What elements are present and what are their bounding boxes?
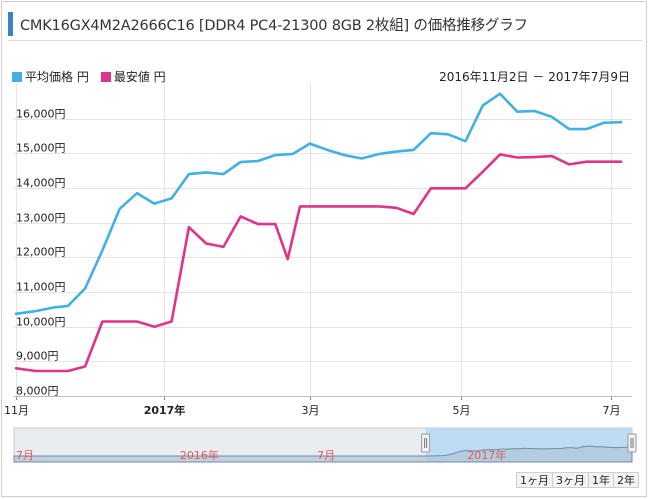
title-divider bbox=[8, 40, 642, 41]
y-tick-label: 8,000円 bbox=[16, 385, 59, 398]
range-button-1m[interactable]: 1ヶ月 bbox=[516, 472, 553, 488]
navigator-label: 7月 bbox=[317, 449, 335, 462]
handle-body bbox=[421, 433, 431, 453]
legend-swatch-average bbox=[12, 71, 22, 82]
handle-body bbox=[627, 433, 637, 453]
navigator-handle-left[interactable] bbox=[421, 433, 431, 453]
date-range: 2016年11月2日 － 2017年7月9日 bbox=[439, 70, 630, 84]
x-axis-ticks: 11月 2017年 3月 5月 7月 bbox=[4, 403, 621, 417]
y-tick-label: 15,000円 bbox=[16, 142, 66, 155]
series-line-lowest bbox=[14, 153, 623, 373]
series-lines bbox=[14, 92, 623, 373]
title-marker bbox=[8, 12, 13, 36]
x-tick-label: 5月 bbox=[453, 404, 471, 417]
series-line-average bbox=[14, 92, 623, 316]
legend-swatch-lowest bbox=[100, 71, 111, 82]
y-tick-label: 13,000円 bbox=[16, 212, 66, 225]
navigator-label: 2016年 bbox=[180, 448, 219, 462]
x-tick-label: 11月 bbox=[4, 404, 29, 417]
legend-item-lowest[interactable]: 最安値 円 bbox=[100, 68, 166, 85]
x-tick-label: 7月 bbox=[603, 404, 621, 417]
legend-item-average[interactable]: 平均価格 円 bbox=[12, 68, 89, 85]
range-buttons: 1ヶ月 3ヶ月 1年 2年 bbox=[516, 472, 639, 488]
y-tick-label: 9,000円 bbox=[16, 350, 59, 363]
navigator: 7月 2016年 7月 2017年 bbox=[13, 427, 637, 463]
y-tick-label: 12,000円 bbox=[16, 246, 66, 259]
legend-label-lowest: 最安値 円 bbox=[113, 70, 166, 84]
range-button-1y[interactable]: 1年 bbox=[588, 472, 614, 488]
x-tick-label: 2017年 bbox=[144, 403, 186, 417]
title-bar: CMK16GX4M2A2666C16 [DDR4 PC4-21300 8GB 2… bbox=[8, 10, 642, 38]
y-tick-label: 10,000円 bbox=[16, 316, 66, 329]
navigator-series bbox=[13, 445, 633, 463]
y-tick-label: 11,000円 bbox=[16, 281, 66, 294]
grid bbox=[14, 84, 632, 400]
x-tick-label: 3月 bbox=[302, 404, 320, 417]
y-axis-ticks: 8,000円 9,000円 10,000円 11,000円 12,000円 13,000円… bbox=[16, 108, 66, 398]
navigator-label: 7月 bbox=[16, 449, 34, 462]
y-tick-label: 16,000円 bbox=[16, 108, 66, 121]
legend: 平均価格 円 最安値 円 bbox=[12, 68, 178, 85]
navigator-handle-right[interactable] bbox=[627, 433, 637, 453]
plot-area bbox=[14, 84, 632, 396]
range-button-2y[interactable]: 2年 bbox=[613, 472, 639, 488]
navigator-label: 2017年 bbox=[467, 448, 506, 462]
range-button-3m[interactable]: 3ヶ月 bbox=[552, 472, 589, 488]
page-title: CMK16GX4M2A2666C16 [DDR4 PC4-21300 8GB 2… bbox=[20, 17, 528, 34]
y-tick-label: 14,000円 bbox=[16, 177, 66, 190]
legend-label-average: 平均価格 円 bbox=[25, 70, 89, 84]
